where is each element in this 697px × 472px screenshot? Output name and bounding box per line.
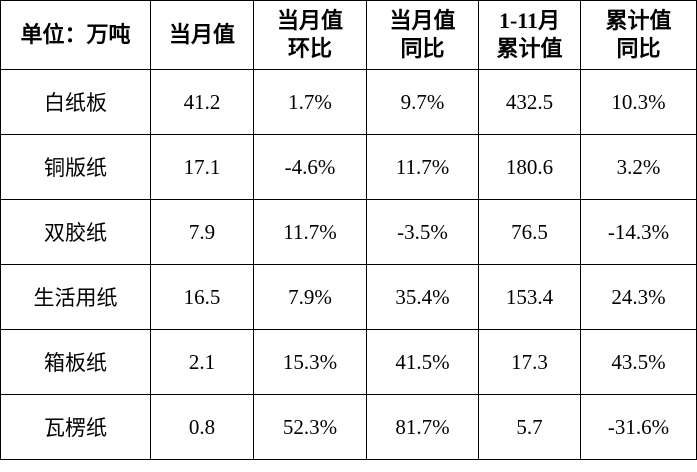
- table-row: 箱板纸 2.1 15.3% 41.5% 17.3 43.5%: [0, 329, 697, 395]
- data-cell: -3.5%: [366, 199, 479, 265]
- header-text: 1-11月: [498, 8, 561, 33]
- data-cell: 0.8: [150, 394, 254, 460]
- header-text: 单位：万吨: [20, 22, 131, 47]
- data-cell: 15.3%: [253, 329, 367, 395]
- data-cell: 180.6: [478, 134, 581, 200]
- table-row: 瓦楞纸 0.8 52.3% 81.7% 5.7 -31.6%: [0, 394, 697, 460]
- data-cell: 16.5: [150, 264, 254, 330]
- header-cell: 当月值 同比: [366, 0, 479, 70]
- data-table: 单位：万吨 当月值 当月值 环比 当月值 同比 1-11月 累计值 累计值 同比 白纸板 41.2 1…: [0, 0, 697, 460]
- header-cell: 当月值: [150, 0, 254, 70]
- data-cell: 17.1: [150, 134, 254, 200]
- data-cell: -31.6%: [580, 394, 697, 460]
- header-row: 单位：万吨 当月值 当月值 环比 当月值 同比 1-11月 累计值 累计值 同比: [0, 0, 697, 70]
- header-text: 累计值: [605, 8, 672, 33]
- header-cell: 1-11月累计值: [478, 0, 581, 70]
- data-cell: 7.9%: [253, 264, 367, 330]
- data-cell: 7.9: [150, 199, 254, 265]
- header-text: 同比: [616, 36, 661, 61]
- table-header: 单位：万吨 当月值 当月值 环比 当月值 同比 1-11月 累计值 累计值 同比: [0, 0, 697, 70]
- data-cell: 432.5: [478, 69, 581, 135]
- header-text: 当月值: [389, 8, 456, 33]
- data-cell: 24.3%: [580, 264, 697, 330]
- header-text: 环比: [287, 36, 332, 61]
- header-text: 同比: [400, 36, 445, 61]
- table-row: 白纸板 41.2 1.7% 9.7% 432.5 10.3%: [0, 69, 697, 135]
- row-label: 生活用纸: [0, 264, 151, 330]
- header-text: 当月值: [276, 8, 343, 33]
- data-cell: -4.6%: [253, 134, 367, 200]
- data-cell: 3.2%: [580, 134, 697, 200]
- data-cell: 11.7%: [366, 134, 479, 200]
- data-cell: 35.4%: [366, 264, 479, 330]
- row-label: 双胶纸: [0, 199, 151, 265]
- table-body: 白纸板 41.2 1.7% 9.7% 432.5 10.3% 铜版纸 17.1 -4.6% 11.…: [0, 69, 697, 460]
- table-row: 生活用纸 16.5 7.9% 35.4% 153.4 24.3%: [0, 264, 697, 330]
- table-row: 铜版纸 17.1 -4.6% 11.7% 180.6 3.2%: [0, 134, 697, 200]
- data-cell: 2.1: [150, 329, 254, 395]
- row-label: 白纸板: [0, 69, 151, 135]
- data-cell: 76.5: [478, 199, 581, 265]
- data-cell: 43.5%: [580, 329, 697, 395]
- header-cell: 当月值 环比: [253, 0, 367, 70]
- table-row: 双胶纸 7.9 11.7% -3.5% 76.5 -14.3%: [0, 199, 697, 265]
- row-label: 箱板纸: [0, 329, 151, 395]
- data-cell: 5.7: [478, 394, 581, 460]
- row-label: 铜版纸: [0, 134, 151, 200]
- data-cell: 41.2: [150, 69, 254, 135]
- data-cell: 17.3: [478, 329, 581, 395]
- data-cell: 9.7%: [366, 69, 479, 135]
- row-label: 瓦楞纸: [0, 394, 151, 460]
- data-cell: 11.7%: [253, 199, 367, 265]
- header-text: 当月值: [168, 22, 235, 47]
- data-cell: 52.3%: [253, 394, 367, 460]
- data-cell: 1.7%: [253, 69, 367, 135]
- header-cell: 累计值 同比: [580, 0, 697, 70]
- header-cell: 单位：万吨: [0, 0, 151, 70]
- data-cell: 81.7%: [366, 394, 479, 460]
- header-text: 累计值: [496, 36, 563, 61]
- data-cell: 41.5%: [366, 329, 479, 395]
- data-cell: 10.3%: [580, 69, 697, 135]
- data-cell: 153.4: [478, 264, 581, 330]
- data-cell: -14.3%: [580, 199, 697, 265]
